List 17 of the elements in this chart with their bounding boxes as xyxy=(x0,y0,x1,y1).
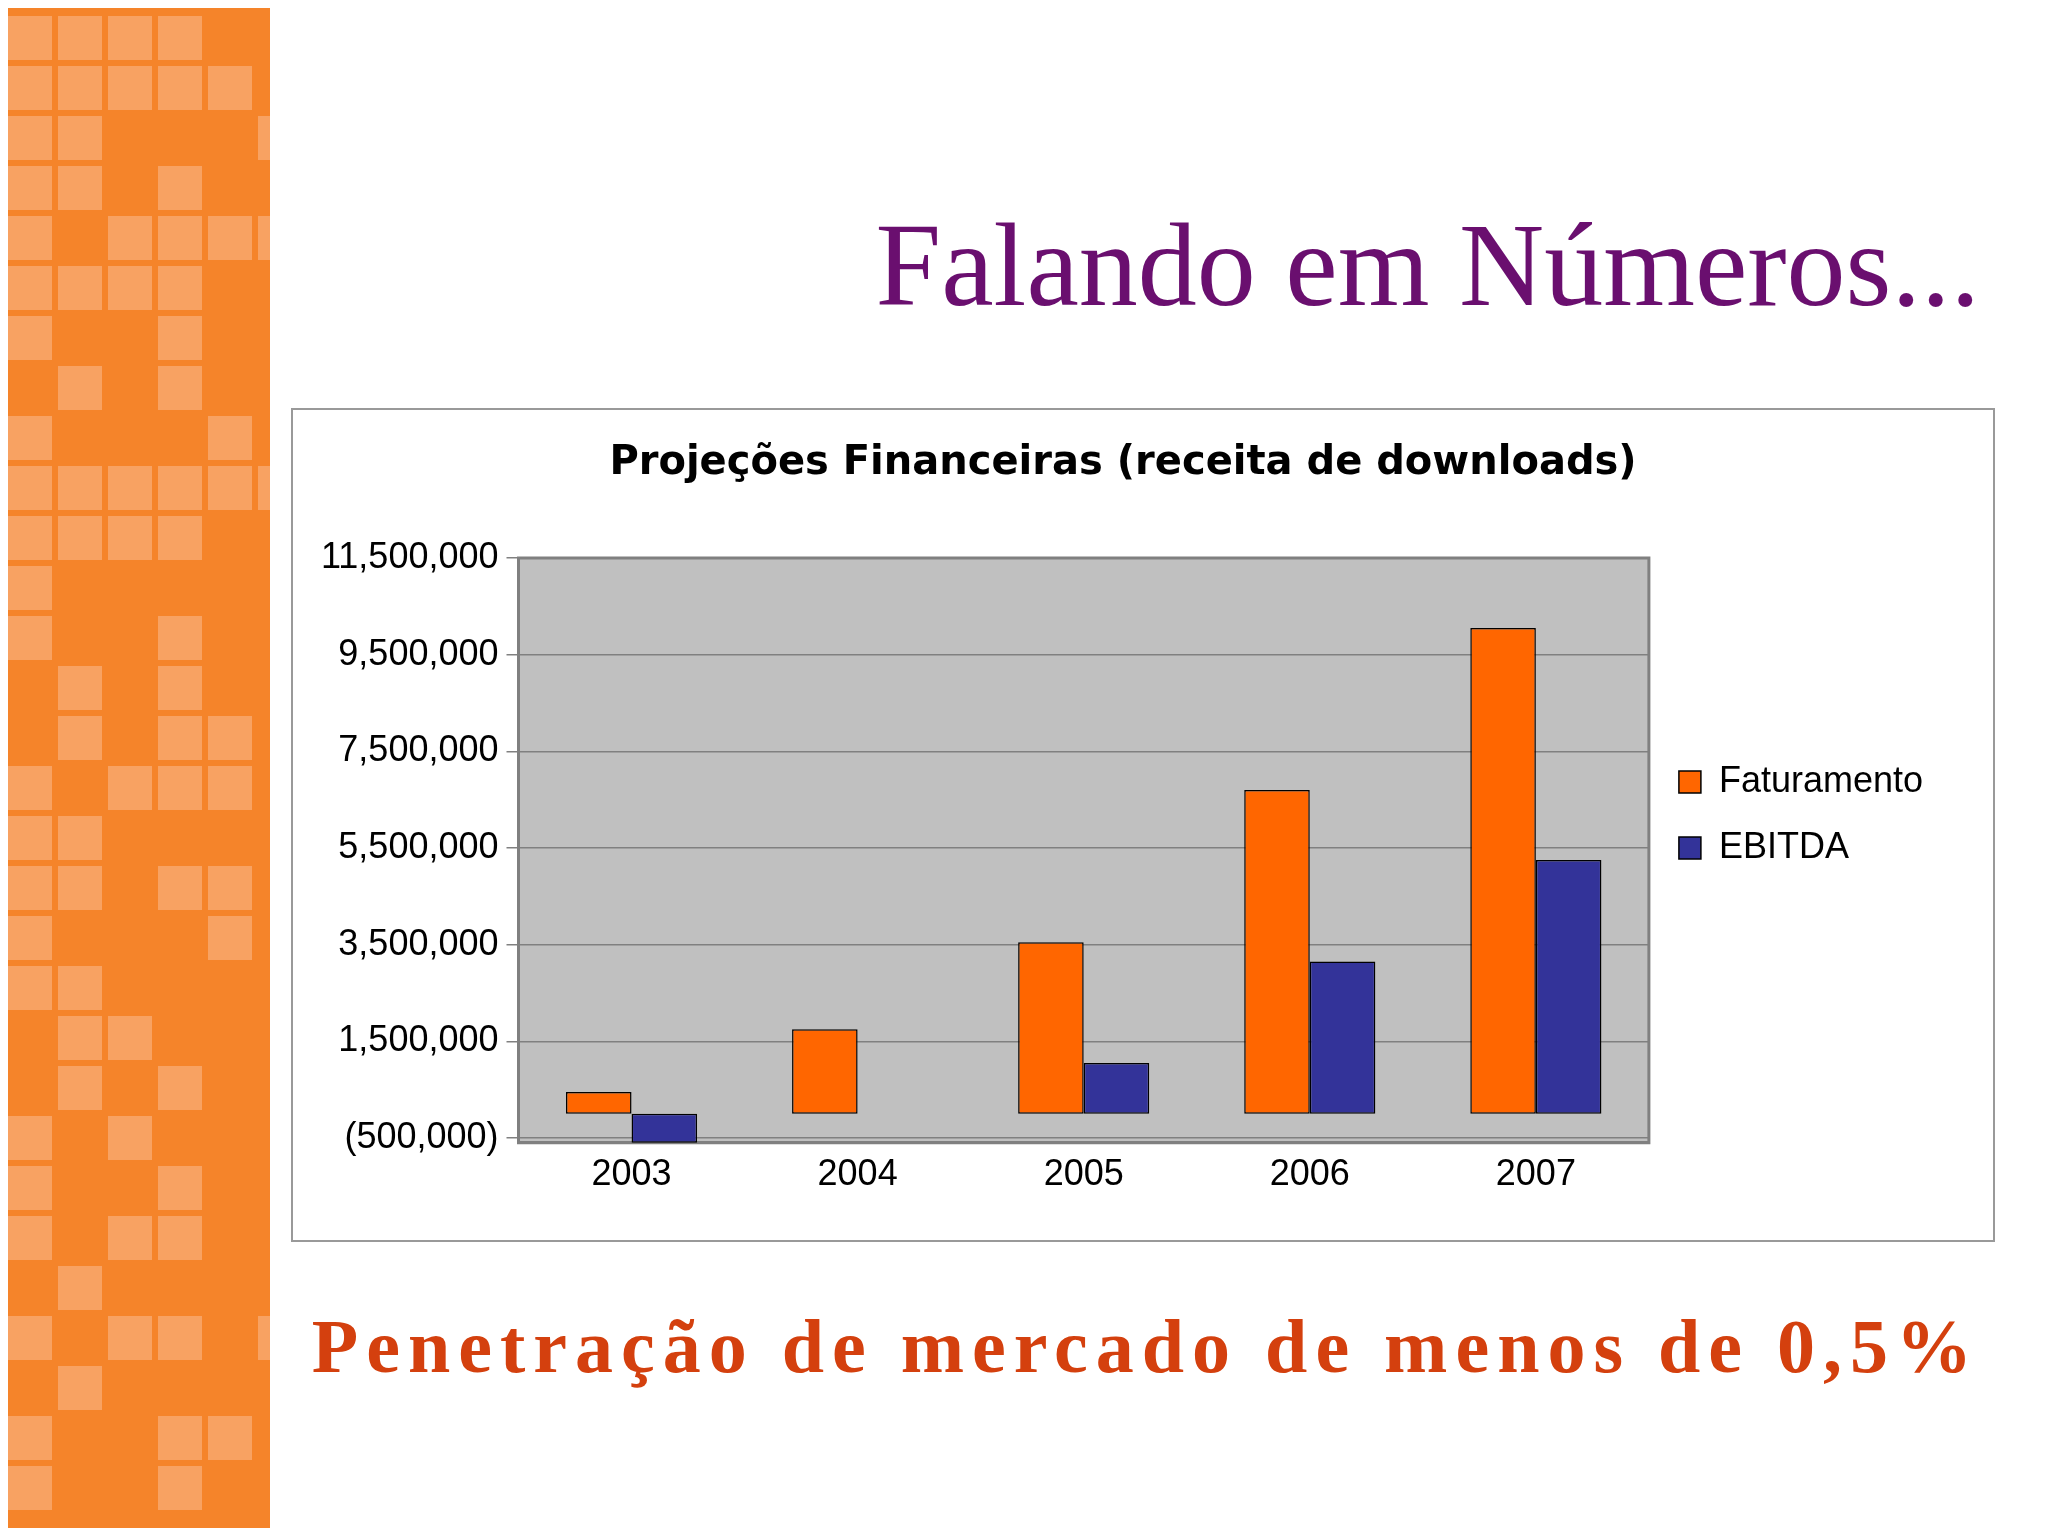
y-tick-label: 7,500,000 xyxy=(338,728,499,770)
text: Penetração de mercado de menos de 0,5% xyxy=(310,1303,1980,1390)
legend-label: EBITDA xyxy=(1718,824,1849,866)
y-tick-label: (500,000) xyxy=(344,1114,499,1156)
chart-title: Falando em Números... xyxy=(874,199,1980,333)
y-tick-label: 1,500,000 xyxy=(338,1018,499,1060)
y-tick-label: 3,500,000 xyxy=(338,921,499,963)
x-tick-label: 2003 xyxy=(591,1152,672,1194)
x-tick-label: 2006 xyxy=(1269,1152,1350,1194)
x-tick-label: 2007 xyxy=(1495,1152,1576,1194)
x-tick-label: 2005 xyxy=(1043,1152,1124,1194)
x-tick-label: 2004 xyxy=(817,1152,898,1194)
chart-subtitle: Projeções Financeiras (receita de downloads) xyxy=(609,437,1637,484)
legend-label: Faturamento xyxy=(1718,758,1924,800)
y-tick-label: 5,500,000 xyxy=(338,824,499,866)
y-tick-label: 11,500,000 xyxy=(320,534,499,576)
y-tick-label: 9,500,000 xyxy=(338,631,499,673)
